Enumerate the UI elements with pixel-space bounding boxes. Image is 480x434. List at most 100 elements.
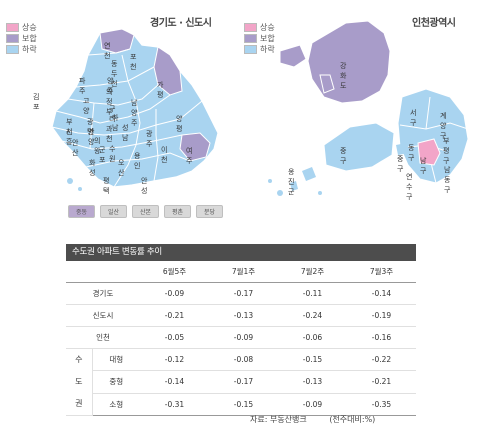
group-char: 수 bbox=[75, 355, 83, 364]
cell-value: -0.16 bbox=[347, 326, 416, 349]
region-label-김포: 김포 bbox=[33, 93, 40, 111]
group-label-capital-area: 수 도 권 bbox=[66, 348, 93, 416]
region-gapyeong-shape bbox=[153, 46, 183, 96]
region-label-안양: 안양 bbox=[88, 128, 95, 146]
table-header-cell: 7월3주 bbox=[347, 261, 416, 283]
gyeonggi-map bbox=[51, 28, 219, 191]
region-label-남양주: 남양주 bbox=[131, 99, 138, 127]
newtown-chips: 중동 일산 산본 평촌 분당 bbox=[68, 205, 223, 218]
region-yeoju-shape bbox=[179, 132, 211, 162]
legend-flat: 보합 bbox=[244, 33, 275, 43]
cell-value: -0.12 bbox=[140, 348, 209, 372]
group-char: 권 bbox=[75, 399, 83, 408]
legend-rise-label: 상승 bbox=[260, 22, 275, 32]
region-label-부천: 부천 bbox=[66, 118, 73, 136]
region-label-안산: 안산 bbox=[72, 139, 79, 157]
gyeonggi-map-title: 경기도 · 신도시 bbox=[150, 18, 212, 29]
cell-value: -0.17 bbox=[209, 370, 278, 394]
cell-value: -0.24 bbox=[278, 304, 347, 327]
cell-value: -0.15 bbox=[278, 348, 347, 372]
region-label-파주: 파주 bbox=[79, 77, 86, 95]
legend-rise-swatch bbox=[6, 22, 19, 32]
cell-value: -0.14 bbox=[140, 370, 209, 394]
region-label-옹진군: 옹진군 bbox=[288, 168, 295, 196]
legend-rise: 상승 bbox=[244, 22, 275, 32]
region-junggu-island bbox=[323, 122, 395, 172]
cell-value: -0.19 bbox=[347, 304, 416, 327]
table-row: 신도시 -0.21 -0.13 -0.24 -0.19 bbox=[66, 304, 416, 327]
region-label-양주: 양주 bbox=[107, 77, 114, 95]
region-label-가평: 가평 bbox=[157, 81, 164, 99]
legend-fall: 하락 bbox=[244, 44, 275, 54]
cell-value: -0.05 bbox=[140, 326, 209, 349]
region-label-고양: 고양 bbox=[83, 97, 90, 115]
region-label-여주: 여주 bbox=[186, 147, 193, 165]
table-header-cell: 7월2주 bbox=[278, 261, 347, 283]
legend-rise-label: 상승 bbox=[22, 22, 37, 32]
region-label-수원: 수원 bbox=[109, 145, 116, 163]
cell-value: -0.09 bbox=[278, 393, 347, 417]
region-label-부평구: 부평구 bbox=[443, 137, 450, 165]
newtown-chip: 일산 bbox=[100, 205, 127, 218]
cell-value: -0.15 bbox=[209, 393, 278, 417]
row-label: 신도시 bbox=[66, 304, 140, 327]
region-label-남구: 남구 bbox=[420, 157, 427, 175]
region-label-남동구: 남동구 bbox=[444, 166, 451, 194]
table-header-blank bbox=[66, 261, 140, 283]
region-label-하남: 하남 bbox=[112, 114, 119, 132]
legend-rise: 상승 bbox=[6, 22, 37, 32]
region-label-화성: 화성 bbox=[89, 159, 96, 177]
table-row: 인천 -0.05 -0.09 -0.06 -0.16 bbox=[66, 326, 416, 349]
region-label-연수구: 연수구 bbox=[406, 173, 413, 201]
legend-fall-swatch bbox=[244, 44, 257, 54]
row-label: 인천 bbox=[66, 326, 140, 349]
cell-value: -0.08 bbox=[209, 348, 278, 372]
region-label-동구: 동구 bbox=[408, 144, 415, 162]
region-label-광주: 광주 bbox=[146, 130, 153, 148]
cell-value: -0.21 bbox=[347, 370, 416, 394]
region-label-의왕: 의왕 bbox=[94, 137, 101, 155]
region-label-군포: 군포 bbox=[99, 146, 106, 164]
incheon-mainland bbox=[397, 88, 469, 184]
cell-value: -0.11 bbox=[278, 282, 347, 305]
region-label-이천: 이천 bbox=[161, 146, 168, 164]
region-namgu-shape bbox=[417, 138, 441, 166]
legend-flat-label: 보합 bbox=[22, 33, 37, 43]
region-label-양평: 양평 bbox=[176, 115, 183, 133]
table-row: 경기도 -0.09 -0.17 -0.11 -0.14 bbox=[66, 282, 416, 305]
table-row: 중형 -0.14 -0.17 -0.13 -0.21 bbox=[66, 370, 416, 394]
cell-value: -0.13 bbox=[209, 304, 278, 327]
cell-value: -0.13 bbox=[278, 370, 347, 394]
region-ganghwa-shape bbox=[307, 20, 391, 104]
region-label-서구: 서구 bbox=[410, 109, 417, 127]
region-label-동두천: 동두천 bbox=[111, 60, 118, 88]
region-label-시흥: 시흥 bbox=[66, 128, 73, 146]
region-ganghwa-islet bbox=[279, 44, 307, 68]
cell-value: -0.17 bbox=[209, 282, 278, 305]
region-label-연천: 연천 bbox=[104, 42, 111, 60]
row-label: 경기도 bbox=[66, 282, 140, 305]
legend-flat-label: 보합 bbox=[260, 33, 275, 43]
region-label-용인: 용인 bbox=[134, 152, 141, 170]
region-label-중구: 중구 bbox=[397, 155, 404, 173]
legend-fall: 하락 bbox=[6, 44, 37, 54]
incheon-legend: 상승 보합 하락 bbox=[244, 22, 275, 55]
region-label-구리: 구리 bbox=[109, 105, 116, 123]
cell-value: -0.22 bbox=[347, 348, 416, 372]
cell-value: -0.09 bbox=[209, 326, 278, 349]
price-change-table: 수도권 아파트 변동률 추이 6월5주 7월1주 7월2주 7월3주 경기도 -… bbox=[66, 244, 416, 417]
group-char: 도 bbox=[75, 377, 83, 386]
region-label-성남: 성남 bbox=[122, 124, 129, 142]
region-label-오산: 오산 bbox=[118, 159, 125, 177]
table-row: 소형 -0.31 -0.15 -0.09 -0.35 bbox=[66, 393, 416, 417]
table-grid: 6월5주 7월1주 7월2주 7월3주 경기도 -0.09 -0.17 -0.1… bbox=[66, 261, 416, 417]
newtown-chip: 산본 bbox=[132, 205, 159, 218]
region-label-중구: 중구 bbox=[340, 147, 347, 165]
cell-value: -0.06 bbox=[278, 326, 347, 349]
region-label-의정부: 의정부 bbox=[106, 88, 113, 116]
table-header-cell: 6월5주 bbox=[140, 261, 209, 283]
legend-flat-swatch bbox=[6, 33, 19, 43]
region-label-과천: 과천 bbox=[106, 125, 113, 143]
cell-value: -0.14 bbox=[347, 282, 416, 305]
table-header-cell: 7월1주 bbox=[209, 261, 278, 283]
